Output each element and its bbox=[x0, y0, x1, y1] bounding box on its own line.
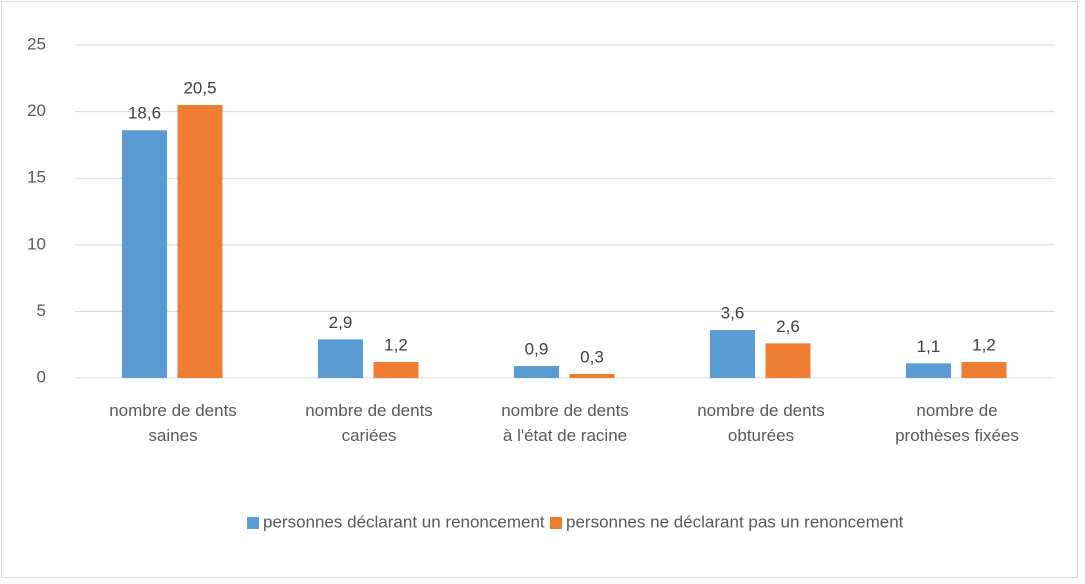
data-label: 0,9 bbox=[525, 339, 549, 358]
data-label: 2,9 bbox=[329, 313, 353, 332]
y-tick-label: 15 bbox=[27, 168, 46, 187]
x-tick-label-line: saines bbox=[148, 426, 197, 445]
legend-swatch bbox=[550, 517, 562, 529]
x-tick-label-line: obturées bbox=[728, 426, 794, 445]
y-tick-label: 25 bbox=[27, 34, 46, 53]
bar bbox=[569, 374, 615, 378]
data-label: 1,1 bbox=[917, 337, 941, 356]
data-label: 18,6 bbox=[128, 104, 161, 123]
y-tick-label: 0 bbox=[37, 367, 46, 386]
data-label: 20,5 bbox=[183, 78, 216, 97]
y-tick-label: 20 bbox=[27, 101, 46, 120]
x-tick-label: nombre de dents saines bbox=[109, 401, 237, 445]
x-tick-label: nombre de dents cariées bbox=[305, 401, 433, 445]
legend-label: personnes déclarant un renoncement bbox=[263, 512, 545, 531]
data-label: 1,2 bbox=[384, 336, 408, 355]
bar bbox=[122, 130, 167, 378]
bar bbox=[318, 339, 363, 378]
bar bbox=[765, 343, 811, 378]
bar bbox=[906, 363, 951, 378]
data-label: 0,3 bbox=[580, 347, 604, 366]
bar bbox=[373, 362, 419, 378]
x-tick-label-line: nombre de dents bbox=[109, 401, 237, 420]
x-tick-label: nombre de dents obturées bbox=[697, 401, 825, 445]
data-label: 3,6 bbox=[721, 304, 745, 323]
x-tick-label-line: nombre de dents bbox=[697, 401, 825, 420]
x-tick-label: nombre de prothèses fixées bbox=[895, 401, 1019, 445]
x-tick-label-line: prothèses fixées bbox=[895, 426, 1019, 445]
data-label: 1,2 bbox=[972, 336, 996, 355]
bar bbox=[514, 366, 559, 378]
x-tick-label-line: nombre de bbox=[916, 401, 997, 420]
data-label: 2,6 bbox=[776, 317, 800, 336]
bar bbox=[177, 104, 223, 378]
x-tick-label-line: nombre de dents bbox=[501, 401, 629, 420]
x-tick-label: nombre de dents à l'état de racine bbox=[501, 401, 629, 445]
bar bbox=[710, 330, 755, 378]
legend-label: personnes ne déclarant pas un renoncemen… bbox=[566, 512, 904, 531]
bar bbox=[961, 362, 1007, 378]
x-tick-label-line: à l'état de racine bbox=[503, 426, 627, 445]
x-tick-label-line: nombre de dents bbox=[305, 401, 433, 420]
x-tick-label-line: cariées bbox=[342, 426, 397, 445]
legend-swatch bbox=[247, 517, 259, 529]
y-tick-label: 5 bbox=[37, 301, 46, 320]
y-tick-label: 10 bbox=[27, 234, 46, 253]
